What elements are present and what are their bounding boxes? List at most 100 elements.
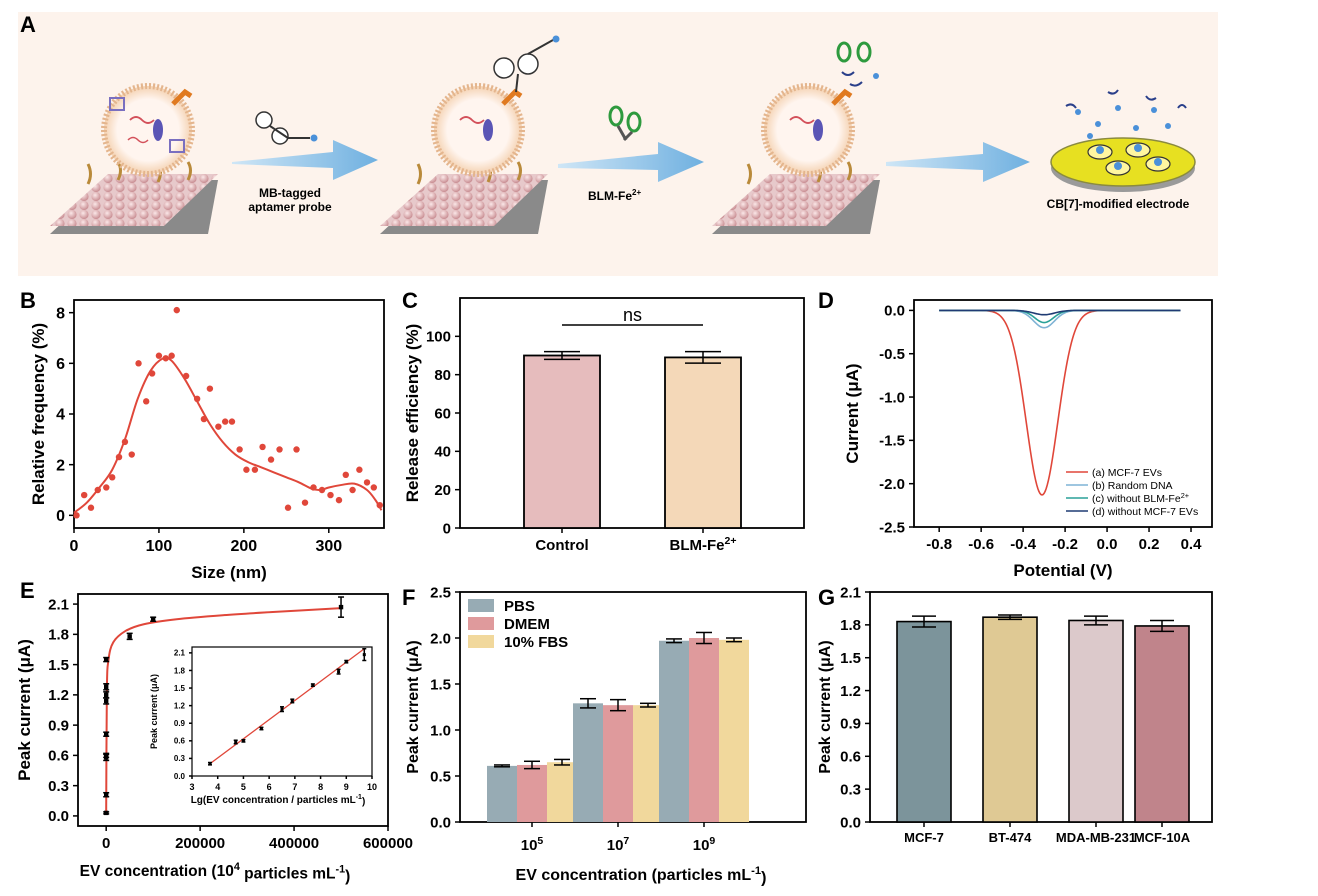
panel-letter-a: A xyxy=(20,12,36,37)
scissors-icon xyxy=(608,105,642,142)
chart-b-point xyxy=(182,372,190,380)
chart-c-ytick-label: 60 xyxy=(434,405,451,422)
chart-e-xtick-label: 400000 xyxy=(269,835,319,852)
chart-e: 0.0 0.3 0.6 0.9 1.2 1.5 1.8 2.1 0 200000 400000 600… xyxy=(15,593,413,885)
chart-e-xlabel-sup: 4 xyxy=(234,861,240,873)
chart-g-xtick-label: BT-474 xyxy=(989,830,1032,845)
chart-g-xtick-label: MDA-MB-231 xyxy=(1056,830,1136,845)
chart-e-point xyxy=(103,792,109,797)
chart-f-bar xyxy=(487,765,517,822)
chart-e-ytick-label: 1.5 xyxy=(48,657,69,674)
chart-f-category: 10 xyxy=(693,837,710,854)
chart-b-point xyxy=(193,395,201,402)
chart-e-inset-point xyxy=(337,670,341,674)
chart-e-inset-xlabel: Lg(EV concentration / particles mL-1) xyxy=(191,794,366,808)
chart-g-ytick-label: 2.1 xyxy=(840,584,861,601)
chart-d-legend-label: (d) without MCF-7 EVs xyxy=(1092,506,1198,518)
chart-d-ytick-label: -1.0 xyxy=(879,389,905,406)
chart-e-inset-xlabel-part: Lg(EV concentration / particles mL xyxy=(191,795,356,806)
chart-f-xlabel-part: EV concentration (particles mL xyxy=(516,867,752,884)
chart-f-category-sup: 7 xyxy=(623,835,629,847)
chart-e-inset-xtick-label: 7 xyxy=(292,782,297,792)
probe-label-line1: MB-tagged xyxy=(259,186,321,200)
chart-f-bar xyxy=(573,703,603,822)
chart-b-point xyxy=(215,423,222,430)
electrode-icon xyxy=(1050,89,1196,192)
chart-e-point xyxy=(103,810,109,816)
chart-e-inset-ylabel: Peak current (μA) xyxy=(149,674,159,749)
chart-e-inset-ytick-label: 0.3 xyxy=(174,754,186,763)
chart-f-xlabel-close: ) xyxy=(761,870,766,887)
chart-d-legend-text-sup: 2+ xyxy=(1181,491,1189,500)
chart-g-ytick-label: 0.6 xyxy=(840,749,861,766)
chart-f-bar xyxy=(603,705,633,822)
aptamer-probe-icon xyxy=(255,111,318,145)
chart-f-xtick-label: 107 xyxy=(607,835,630,854)
chart-c-xtick-label: BLM-Fe2+ xyxy=(670,535,737,554)
chart-b-point xyxy=(173,306,180,314)
chart-b-point xyxy=(206,385,214,392)
chart-f-category: 10 xyxy=(521,837,538,854)
chart-b-point xyxy=(335,496,343,504)
chart-f-category-sup: 5 xyxy=(537,835,543,847)
chart-f-legend-label: DMEM xyxy=(504,616,550,633)
chart-b-point xyxy=(228,418,236,425)
chart-b-point xyxy=(221,418,229,425)
chart-e-point xyxy=(150,617,156,622)
arrow-2 xyxy=(558,142,704,182)
chart-b-point xyxy=(376,502,383,509)
chart-b-point xyxy=(162,355,169,362)
chart-c-ytick-label: 80 xyxy=(434,367,451,384)
chart-b-point xyxy=(327,491,334,499)
chart-e-ytick-label: 0.6 xyxy=(48,748,69,765)
chart-b-point xyxy=(284,504,292,511)
chart-g-ytick-label: 1.5 xyxy=(840,650,861,667)
chart-b-point xyxy=(293,446,300,453)
chart-c-ytick-label: 0 xyxy=(443,520,451,537)
arrow-3 xyxy=(886,142,1030,182)
chart-f-category: 10 xyxy=(607,837,624,854)
chart-e-point xyxy=(103,684,109,689)
panel-letter-e: E xyxy=(20,578,35,603)
arrow-1 xyxy=(232,140,378,180)
chart-d-legend-label: (a) MCF-7 EVs xyxy=(1092,467,1162,479)
chart-d: 0.0 -0.5 -1.0 -1.5 -2.0 -2.5 -0.8 -0.6 -0.4 -0.2 0… xyxy=(843,299,1213,580)
chart-b-point xyxy=(236,446,243,453)
chart-g-bar xyxy=(982,616,1038,823)
schematic-panel-a: MB-tagged aptamer probe xyxy=(18,12,1218,276)
chart-b-point xyxy=(80,491,88,499)
chart-e-inset-xtick-label: 10 xyxy=(367,782,377,792)
chart-e-xlabel-end-sup: -1 xyxy=(336,864,346,876)
chart-b-point xyxy=(349,486,356,494)
chart-d-ytick-label: -0.5 xyxy=(879,346,905,363)
chart-e-inset-ytick-label: 0.9 xyxy=(174,719,186,728)
chart-b-point xyxy=(135,360,142,367)
chart-f-xlabel: EV concentration (particles mL-1) xyxy=(516,865,767,887)
chart-c-xtick-label: Control xyxy=(535,537,588,554)
chart-c-ytick-label: 100 xyxy=(426,329,451,346)
chart-e-point xyxy=(103,753,109,758)
chart-b-ylabel: Relative frequency (%) xyxy=(29,323,48,505)
chart-d-ytick-label: -2.0 xyxy=(879,476,905,493)
chart-f-ytick-label: 1.0 xyxy=(430,722,451,739)
chart-e-inset-ytick-label: 0.6 xyxy=(174,737,186,746)
chart-c-frame xyxy=(459,297,805,529)
chart-d-ytick-label: -2.5 xyxy=(879,519,905,536)
chart-f-ytick-label: 2.5 xyxy=(430,584,451,601)
chart-e-inset-ytick-label: 1.2 xyxy=(174,701,186,710)
vesicle-1 xyxy=(101,83,195,177)
chart-b-point xyxy=(243,466,250,473)
panel-letter-g: G xyxy=(818,585,835,610)
chart-e-inset-xtick-label: 4 xyxy=(215,782,220,792)
chart-d-xtick-label: 0.4 xyxy=(1181,536,1203,553)
chart-d-legend-text: (c) without BLM-Fe xyxy=(1092,493,1181,505)
chart-d-legend-text: (d) without MCF-7 EVs xyxy=(1092,506,1198,518)
chart-e-inset-point xyxy=(362,653,366,657)
chart-e-inset-xlabel-sup: -1 xyxy=(356,794,362,801)
chart-b-point xyxy=(87,504,95,511)
chart-f-ytick-label: 2.0 xyxy=(430,630,451,647)
chart-g-ytick-label: 0.0 xyxy=(840,814,861,831)
chart-b-point xyxy=(121,438,129,446)
chart-d-legend-label: (c) without BLM-Fe2+ xyxy=(1092,491,1189,505)
